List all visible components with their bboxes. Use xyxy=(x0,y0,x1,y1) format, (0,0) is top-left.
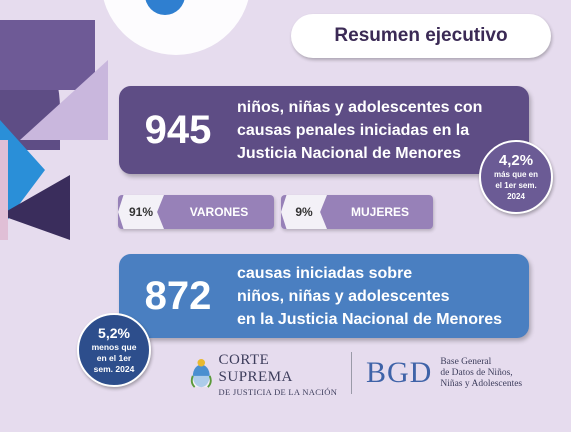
stat-description-line: causas iniciadas sobre xyxy=(237,264,413,282)
change-badge-decrease: 5,2% menos que en el 1er sem. 2024 xyxy=(77,313,151,387)
page-title: Resumen ejecutivo xyxy=(291,14,551,58)
change-badge-line: más que en xyxy=(493,170,538,179)
stat-description-line: causas penales iniciadas en la xyxy=(237,121,470,139)
logo-bgd-mark: BGD xyxy=(366,356,433,389)
stat-description-line: niños, niñas y adolescentes con xyxy=(237,98,483,116)
stat-description-line: Justicia Nacional de Menores xyxy=(237,144,462,162)
deco-purple-shape xyxy=(0,20,95,90)
chip-percent: 9% xyxy=(281,195,327,229)
logo-bgd-line: Niñas y Adolescentes xyxy=(440,378,523,389)
stat-card-causas-iniciadas: 872 causas iniciadas sobre niños, niñas … xyxy=(119,254,529,338)
change-badge-increase: 4,2% más que en el 1er sem. 2024 xyxy=(479,140,553,214)
deco-pink-strip xyxy=(0,140,8,240)
deco-small-circle xyxy=(145,0,185,15)
chip-percent: 91% xyxy=(118,195,164,229)
deco-light-triangle xyxy=(20,60,108,140)
logo-corte-main: CORTE SUPREMA xyxy=(218,351,293,385)
change-badge-percent: 4,2% xyxy=(498,152,534,169)
stat-value: 945 xyxy=(144,107,212,152)
logo-bgd-line: Base General xyxy=(440,356,492,367)
change-badge-line: 2024 xyxy=(507,192,525,201)
deco-dark-triangle xyxy=(0,175,70,240)
change-badge-line: en el 1er xyxy=(96,353,132,363)
logo-bgd-line: de Datos de Niños, xyxy=(440,367,513,378)
stat-description: niños, niñas y adolescentes con causas p… xyxy=(237,96,482,165)
stat-description: causas iniciadas sobre niños, niñas y ad… xyxy=(237,262,502,331)
chip-label: VARONES xyxy=(189,205,249,219)
stat-card-causas-penales: 945 niños, niñas y adolescentes con caus… xyxy=(119,86,529,174)
deco-white-circle xyxy=(103,0,249,55)
logo-corte-sub: DE JUSTICIA DE LA NACIÓN xyxy=(218,386,338,397)
stat-value: 872 xyxy=(144,273,212,318)
change-badge-percent: 5,2% xyxy=(98,325,130,341)
logo-corte-suprema: CORTE SUPREMA DE JUSTICIA DE LA NACIÓN xyxy=(190,351,340,397)
stat-description-line: en la Justicia Nacional de Menores xyxy=(237,310,502,328)
page-title-text: Resumen ejecutivo xyxy=(334,25,508,46)
change-badge-line: el 1er sem. xyxy=(495,181,537,190)
logo-divider xyxy=(351,352,352,394)
change-badge-line: menos que xyxy=(91,342,137,352)
stat-description-line: niños, niñas y adolescentes xyxy=(237,287,450,305)
chip-label: MUJERES xyxy=(350,205,409,219)
chip-varones: 91% VARONES xyxy=(118,195,274,229)
chip-mujeres: 9% MUJERES xyxy=(281,195,433,229)
coat-of-arms-icon xyxy=(190,358,212,388)
deco-blue-triangle xyxy=(0,120,45,230)
logo-bgd: BGD Base General de Datos de Niños, Niña… xyxy=(366,355,522,391)
change-badge-line: sem. 2024 xyxy=(93,364,135,374)
